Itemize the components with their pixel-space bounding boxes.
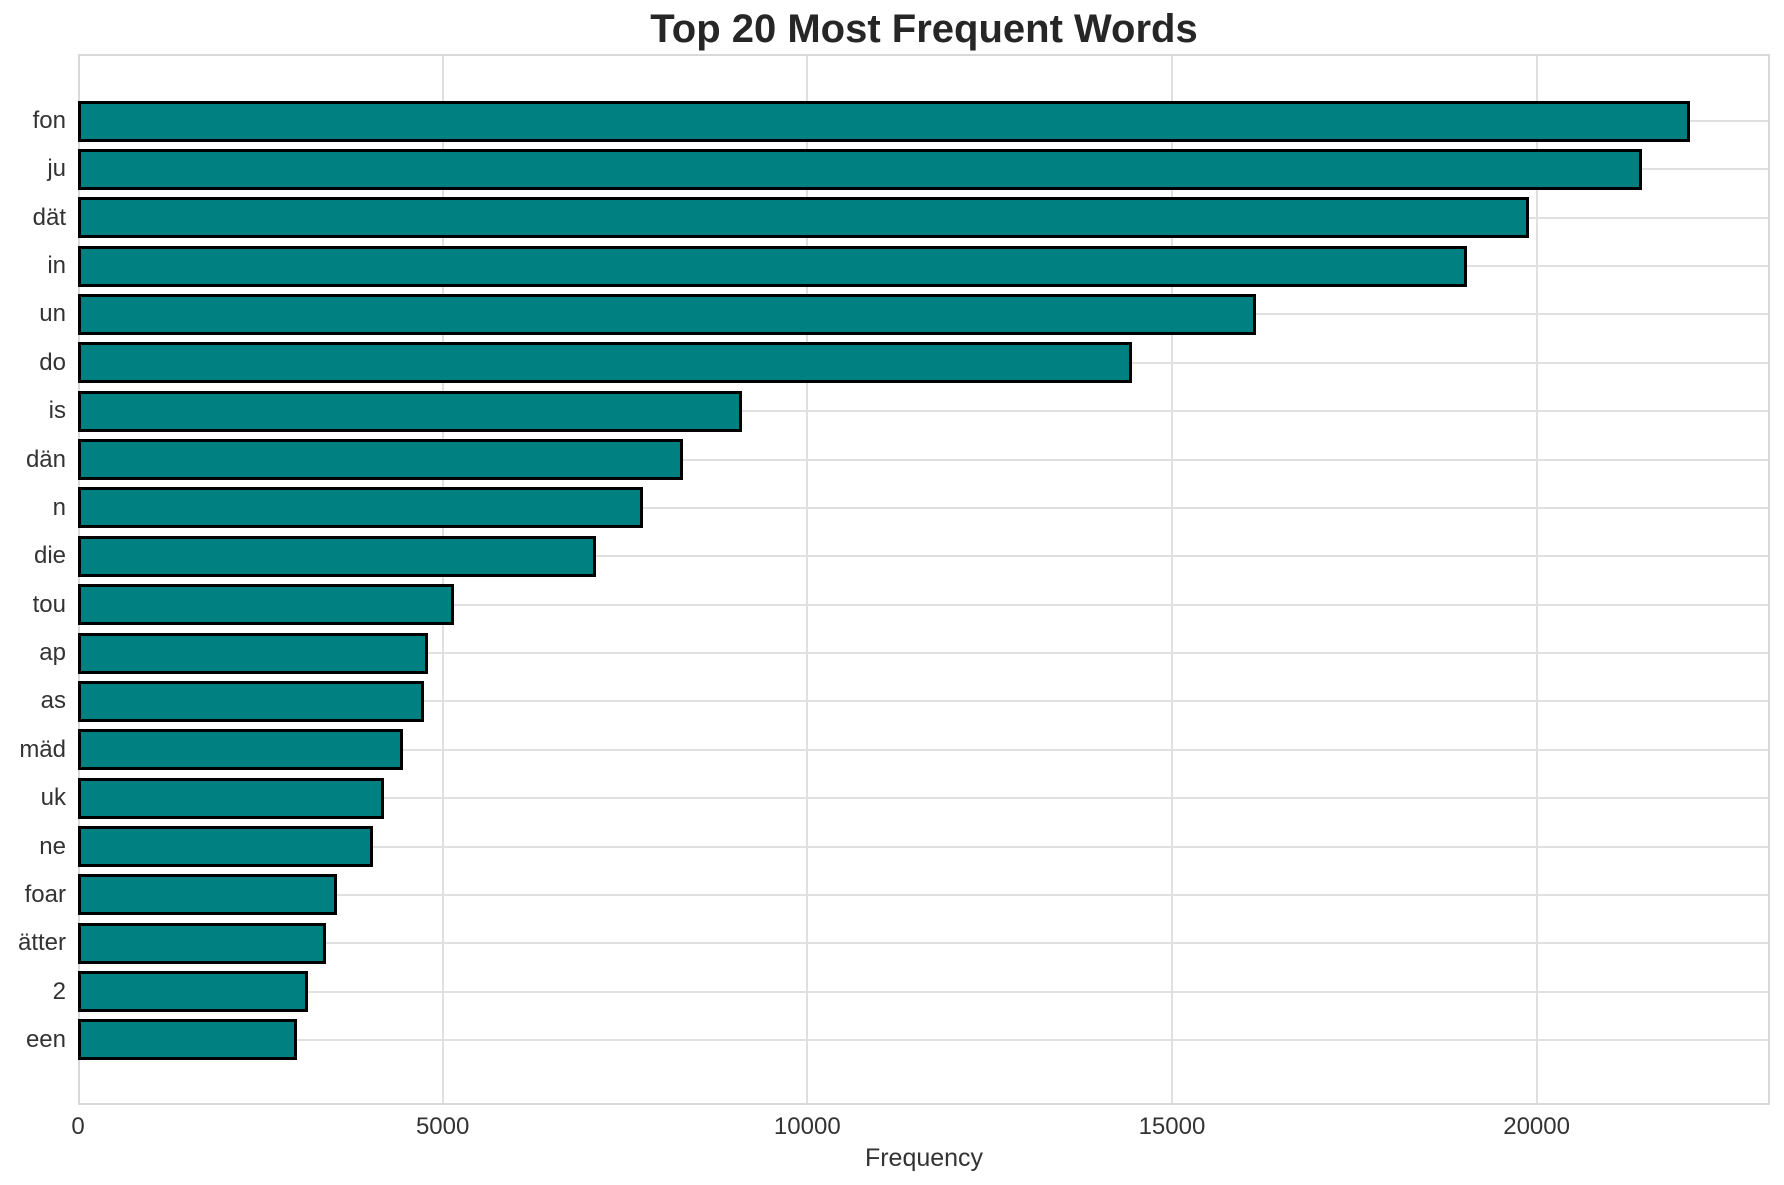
- y-tick-label: do: [39, 348, 66, 376]
- bar-as: [78, 680, 425, 722]
- h-gridline: [80, 893, 1768, 896]
- h-gridline: [80, 506, 1768, 509]
- y-tick-label: ne: [39, 832, 66, 860]
- bar-ap: [78, 632, 429, 674]
- y-tick-label: ap: [39, 639, 66, 667]
- y-tick-label: ätter: [17, 929, 66, 957]
- bar-uk: [78, 777, 385, 819]
- h-gridline: [80, 1038, 1768, 1041]
- v-gridline: [1170, 56, 1173, 1103]
- bar-n: [78, 487, 644, 529]
- y-tick-label: dät: [32, 203, 66, 231]
- h-gridline: [80, 555, 1768, 558]
- v-gridline: [1535, 56, 1538, 1103]
- h-gridline: [80, 942, 1768, 945]
- h-gridline: [80, 603, 1768, 606]
- chart-title: Top 20 Most Frequent Words: [650, 7, 1198, 51]
- y-tick-label: as: [40, 687, 66, 715]
- bar-ätter: [78, 922, 326, 964]
- v-gridline: [806, 56, 809, 1103]
- bar-un: [78, 293, 1256, 335]
- v-gridline: [441, 56, 444, 1103]
- x-axis-title: Frequency: [864, 1144, 984, 1172]
- y-tick-label: tou: [32, 590, 66, 618]
- y-tick-label: die: [33, 542, 66, 570]
- bar-fon: [78, 100, 1690, 142]
- h-gridline: [80, 797, 1768, 800]
- y-tick-label: fon: [32, 107, 66, 134]
- h-gridline: [80, 410, 1768, 413]
- x-tick-label: 15000: [1138, 1113, 1206, 1140]
- bar-een: [78, 1019, 297, 1061]
- bar-die: [78, 535, 596, 577]
- bar-2: [78, 971, 308, 1013]
- y-tick-label: is: [48, 397, 66, 425]
- y-tick-label: een: [25, 1025, 66, 1053]
- h-gridline: [80, 458, 1768, 461]
- h-gridline: [80, 748, 1768, 751]
- y-tick-label: n: [52, 493, 66, 521]
- bar-mäd: [78, 729, 403, 771]
- y-tick-label: uk: [40, 784, 66, 812]
- h-gridline: [80, 652, 1768, 655]
- x-tick-label: 20000: [1503, 1113, 1570, 1140]
- y-tick-label: 2: [52, 977, 66, 1005]
- bar-in: [78, 245, 1468, 287]
- y-tick-label: dän: [25, 445, 66, 473]
- bar-dän: [78, 439, 684, 481]
- bar-is: [78, 390, 742, 432]
- y-tick-label: un: [39, 300, 66, 328]
- bar-do: [78, 342, 1132, 384]
- x-tick-label: 5000: [415, 1113, 470, 1140]
- x-tick-label: 10000: [773, 1113, 841, 1140]
- h-gridline: [80, 845, 1768, 848]
- y-tick-label: foar: [24, 880, 66, 908]
- bar-ju: [78, 148, 1643, 190]
- y-tick-label: mäd: [19, 735, 66, 763]
- h-gridline: [80, 990, 1768, 993]
- y-tick-label: ju: [47, 155, 66, 183]
- bar-ne: [78, 826, 374, 868]
- h-gridline: [80, 700, 1768, 703]
- bar-foar: [78, 874, 337, 916]
- bar-dät: [78, 197, 1530, 239]
- bar-tou: [78, 584, 454, 626]
- y-tick-label: in: [47, 252, 66, 280]
- x-tick-label: 0: [71, 1113, 85, 1140]
